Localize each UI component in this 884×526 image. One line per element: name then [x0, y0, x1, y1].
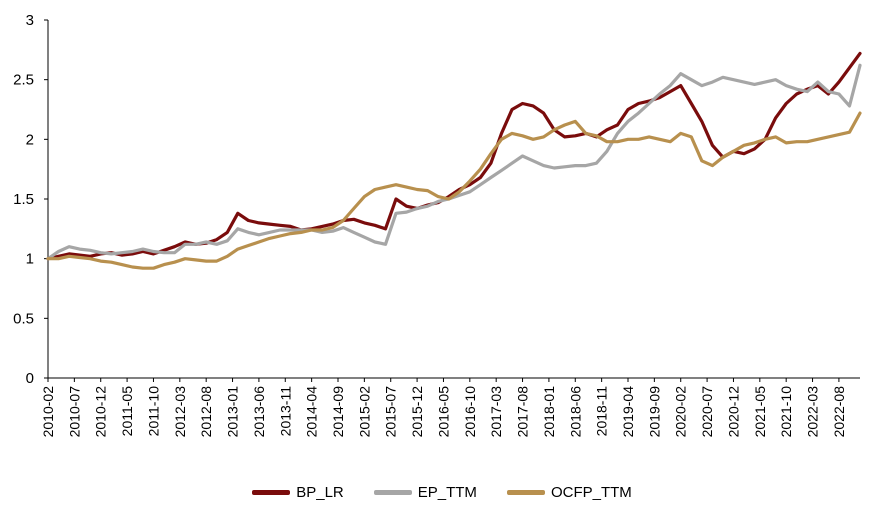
x-tick-label: 2010-07 — [66, 386, 82, 438]
y-tick-label: 0.5 — [13, 310, 34, 327]
x-tick-label: 2017-08 — [515, 386, 531, 438]
legend-label-bp-lr: BP_LR — [296, 483, 344, 501]
legend-swatch-ep-ttm — [373, 489, 412, 495]
x-tick-label: 2012-03 — [172, 386, 188, 438]
x-tick-label: 2016-10 — [462, 386, 478, 438]
x-tick-label: 2012-08 — [198, 386, 214, 438]
y-tick-label: 2.5 — [13, 72, 34, 89]
legend-label-ocfp-ttm: OCFP_TTM — [550, 483, 632, 501]
x-tick-label: 2010-02 — [40, 386, 56, 438]
x-tick-label: 2017-03 — [488, 386, 504, 438]
series-group — [46, 51, 862, 270]
legend-item-bp-lr: BP_LR — [252, 484, 344, 501]
legend-label-ep-ttm: EP_TTM — [417, 483, 477, 501]
x-tick-label: 2020-07 — [699, 386, 715, 438]
x-tick-label: 2011-05 — [119, 386, 135, 437]
x-tick-label: 2022-03 — [805, 386, 821, 438]
legend: BP_LR EP_TTM OCFP_TTM — [0, 478, 884, 506]
x-tick-label: 2019-09 — [646, 386, 662, 438]
x-tick-label: 2021-10 — [778, 386, 794, 438]
legend-item-ocfp-ttm: OCFP_TTM — [506, 483, 632, 501]
y-tick-label: 3 — [26, 12, 34, 29]
x-tick-label: 2020-02 — [673, 386, 689, 438]
x-tick-label: 2013-11 — [277, 386, 293, 437]
y-tick-label: 2 — [26, 131, 34, 148]
legend-swatch-bp-lr — [252, 489, 291, 495]
x-tick-label: 2010-12 — [93, 386, 109, 438]
x-tick-label: 2021-05 — [752, 386, 768, 438]
x-tick-labels: 2010-02 2010-07 2010-12 2011-05 2011-10 2012-… — [40, 386, 847, 438]
axes — [44, 19, 860, 382]
x-tick-label: 2020-12 — [725, 386, 741, 438]
x-tick-label: 2016-05 — [435, 386, 451, 438]
x-tick-label: 2014-04 — [304, 386, 320, 438]
legend-swatch-ocfp-ttm — [506, 489, 545, 495]
x-tick-label: 2013-06 — [251, 386, 267, 438]
series-line-ep-ttm — [46, 63, 862, 261]
legend-item-ep-ttm: EP_TTM — [373, 483, 477, 501]
y-tick-label: 0 — [26, 370, 34, 387]
x-tick-label: 2015-02 — [356, 386, 372, 438]
y-tick-labels: 0 0.5 1 1.5 2 2.5 3 — [13, 12, 34, 387]
y-tick-label: 1 — [26, 251, 34, 268]
series-line-bp-lr — [46, 51, 862, 261]
series-line-ocfp-ttm — [46, 111, 862, 270]
chart-svg: 0 0.5 1 1.5 2 2.5 3 2010-02 2010-07 2010-12 2011-… — [13, 12, 862, 438]
x-tick-label: 2018-11 — [594, 386, 610, 437]
x-tick-label: 2015-07 — [383, 386, 399, 438]
x-tick-label: 2013-01 — [225, 386, 241, 438]
x-tick-label: 2018-01 — [541, 386, 557, 438]
x-tick-label: 2011-10 — [145, 386, 161, 437]
x-tick-label: 2014-09 — [330, 386, 346, 438]
x-tick-label: 2018-06 — [567, 386, 583, 438]
x-tick-label: 2015-12 — [409, 386, 425, 438]
x-tick-label: 2019-04 — [620, 386, 636, 438]
x-tick-label: 2022-08 — [831, 386, 847, 438]
y-tick-label: 1.5 — [13, 191, 34, 208]
